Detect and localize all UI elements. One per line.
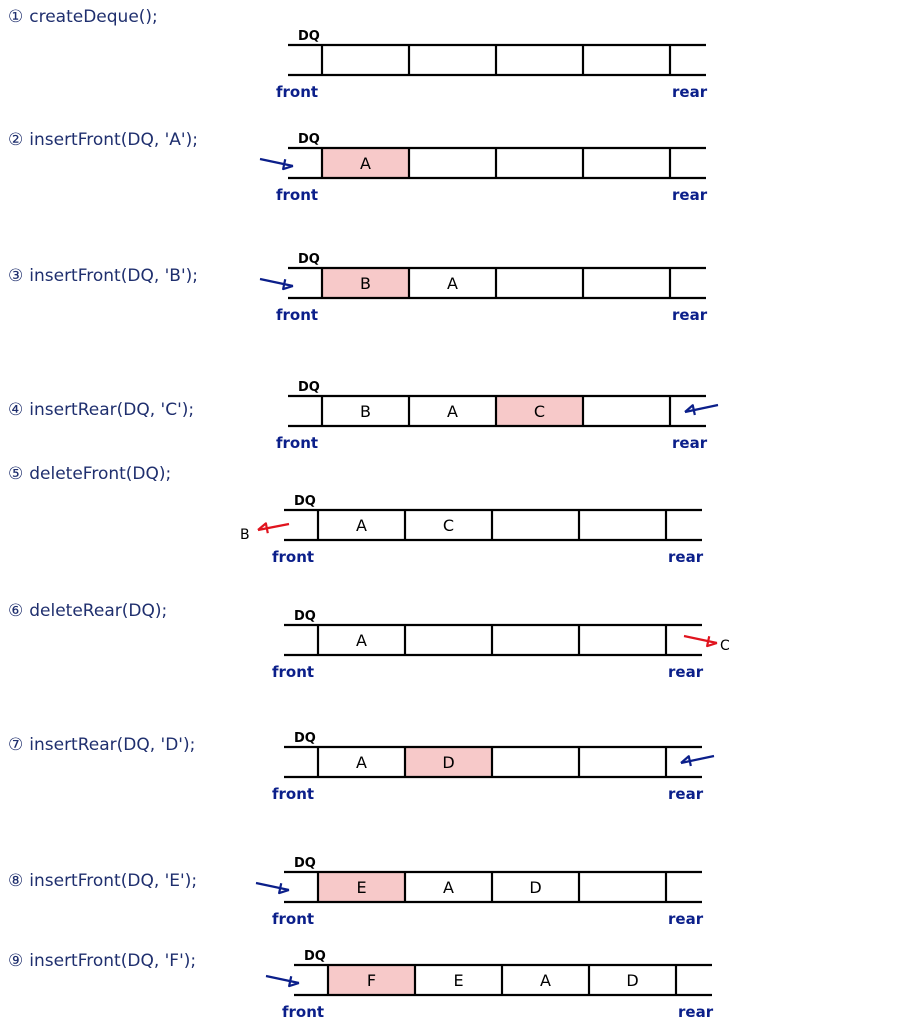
dq-label: DQ	[298, 29, 320, 44]
dq-label: DQ	[294, 731, 316, 746]
operation-call: insertRear(DQ, 'C');	[29, 400, 194, 420]
insert-front-arrow	[259, 157, 294, 171]
operation-call: insertFront(DQ, 'E');	[29, 871, 197, 891]
dq-label: DQ	[304, 949, 326, 964]
highlighted-cell	[322, 148, 409, 178]
operation-label: ⑤ deleteFront(DQ);	[8, 464, 171, 484]
insert-front-arrow	[259, 277, 294, 291]
rear-label: rear	[668, 785, 704, 803]
dq-label: DQ	[294, 609, 316, 624]
operation-call: insertFront(DQ, 'B');	[29, 266, 198, 286]
dq-label: DQ	[298, 132, 320, 147]
step-number: ⑦	[8, 735, 23, 755]
front-label: front	[276, 434, 318, 452]
rear-label: rear	[672, 186, 708, 204]
cell-value: A	[443, 878, 454, 897]
step-number: ①	[8, 7, 23, 27]
front-label: front	[272, 910, 314, 928]
dq-label: DQ	[298, 252, 320, 267]
cell-value: D	[442, 753, 454, 772]
insert-front-arrow	[255, 881, 290, 895]
highlighted-cell	[405, 747, 492, 777]
delete-front-arrow	[257, 522, 290, 534]
rear-label: rear	[678, 1003, 714, 1021]
cell-value: A	[356, 631, 367, 650]
rear-label: rear	[668, 548, 704, 566]
rear-label: rear	[672, 306, 708, 324]
cell-value: A	[360, 154, 371, 173]
front-label: front	[282, 1003, 324, 1021]
cell-value: B	[360, 274, 371, 293]
operation-label: ⑦ insertRear(DQ, 'D');	[8, 735, 195, 755]
step-number: ②	[8, 130, 23, 150]
operation-call: deleteRear(DQ);	[29, 601, 167, 621]
operation-call: deleteFront(DQ);	[29, 464, 171, 484]
removed-value: B	[240, 527, 250, 543]
dq-label: DQ	[294, 494, 316, 509]
step-number: ⑥	[8, 601, 23, 621]
front-label: front	[272, 548, 314, 566]
step-number: ⑤	[8, 464, 23, 484]
rear-label: rear	[672, 434, 708, 452]
operation-call: insertFront(DQ, 'A');	[29, 130, 198, 150]
front-label: front	[272, 785, 314, 803]
cell-value: A	[447, 402, 458, 421]
step-number: ⑨	[8, 951, 23, 971]
cell-value: E	[453, 971, 463, 990]
cell-value: C	[534, 402, 545, 421]
cell-value: D	[626, 971, 638, 990]
front-label: front	[276, 306, 318, 324]
insert-rear-arrow	[680, 754, 715, 767]
operation-label: ⑥ deleteRear(DQ);	[8, 601, 167, 621]
operation-label: ⑨ insertFront(DQ, 'F');	[8, 951, 196, 971]
front-label: front	[272, 663, 314, 681]
insert-front-arrow	[265, 974, 300, 988]
cell-value: F	[367, 971, 376, 990]
step-number: ④	[8, 400, 23, 420]
cell-value: A	[356, 516, 367, 535]
step-number: ⑧	[8, 871, 23, 891]
delete-rear-arrow	[683, 634, 718, 648]
dq-label: DQ	[298, 380, 320, 395]
step-number: ③	[8, 266, 23, 286]
cell-value: A	[447, 274, 458, 293]
cell-value: E	[356, 878, 366, 897]
rear-label: rear	[668, 910, 704, 928]
highlighted-cell	[496, 396, 583, 426]
cell-value: A	[356, 753, 367, 772]
operation-label: ② insertFront(DQ, 'A');	[8, 130, 198, 150]
operation-label: ① createDeque();	[8, 7, 158, 27]
highlighted-cell	[318, 872, 405, 902]
highlighted-cell	[322, 268, 409, 298]
dq-label: DQ	[294, 856, 316, 871]
insert-rear-arrow	[684, 403, 719, 416]
removed-value: C	[720, 638, 730, 654]
operation-call: insertFront(DQ, 'F');	[29, 951, 196, 971]
rear-label: rear	[672, 83, 708, 101]
deque-array: DQ front rear	[276, 29, 708, 101]
operation-call: insertRear(DQ, 'D');	[29, 735, 195, 755]
operation-label: ④ insertRear(DQ, 'C');	[8, 400, 194, 420]
front-label: front	[276, 83, 318, 101]
operation-label: ⑧ insertFront(DQ, 'E');	[8, 871, 197, 891]
cell-value: D	[529, 878, 541, 897]
highlighted-cell	[328, 965, 415, 995]
cell-value: C	[443, 516, 454, 535]
operation-label: ③ insertFront(DQ, 'B');	[8, 266, 198, 286]
cell-value: B	[360, 402, 371, 421]
cell-value: A	[540, 971, 551, 990]
operation-call: createDeque();	[29, 7, 158, 27]
front-label: front	[276, 186, 318, 204]
rear-label: rear	[668, 663, 704, 681]
